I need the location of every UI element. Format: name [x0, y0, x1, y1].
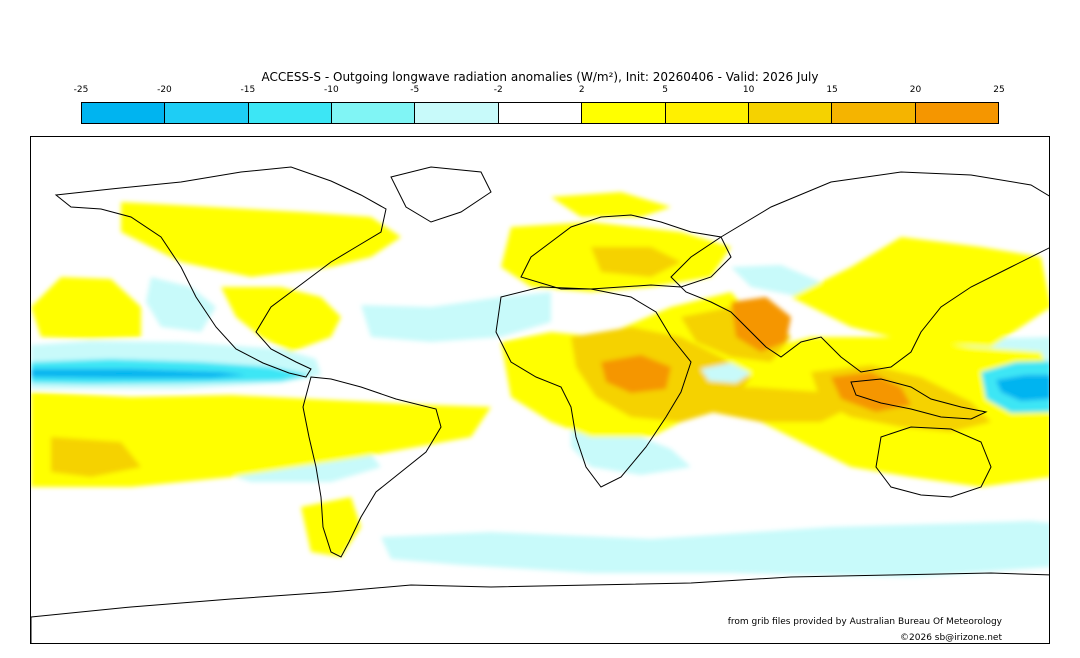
legend-tick: 10: [742, 85, 755, 95]
legend-swatch: [165, 103, 249, 123]
legend-tick: 5: [662, 85, 669, 95]
anomaly-area: [381, 521, 1049, 577]
legend-swatch: [915, 103, 998, 123]
anomaly-area: [146, 277, 216, 332]
anomaly-area: [591, 247, 681, 277]
anomaly-area: [571, 427, 691, 475]
asia-outline: [670, 171, 1049, 373]
anomaly-area: [31, 392, 491, 487]
legend-swatch: [82, 103, 166, 123]
anomaly-area: [601, 355, 671, 393]
legend-color-bar: [81, 102, 999, 124]
anomaly-area: [31, 277, 141, 339]
legend-swatch: [748, 103, 833, 123]
coastlines: [31, 166, 1049, 643]
anomaly-area: [221, 287, 341, 352]
anomaly-area: [361, 292, 551, 342]
legend-tick: -5: [410, 85, 420, 95]
legend-swatch: [248, 103, 333, 123]
map-canvas: [31, 166, 1049, 643]
legend-tick: 25: [993, 85, 1005, 95]
anomaly-area: [791, 237, 1049, 347]
legend-swatch: [665, 103, 749, 123]
anomaly-area: [731, 265, 821, 297]
anomaly-area: [121, 202, 401, 277]
greenland-outline: [390, 166, 492, 223]
antarctica-outline: [31, 572, 1049, 643]
legend-tick: -15: [240, 85, 256, 95]
anomaly-area: [731, 297, 791, 352]
maritime-continent-outline: [850, 378, 988, 420]
south-america-outline: [302, 376, 442, 558]
legend-ticks: -25 -20 -15 -10 -5 -2 2 5 10 15 20 25: [74, 85, 1005, 99]
anomaly-map: [30, 136, 1050, 644]
legend-swatch: [582, 103, 666, 123]
copyright-credit: ©2026 sb@irizone.net: [900, 633, 1002, 643]
anomaly-area: [31, 369, 246, 378]
australia-outline: [875, 426, 992, 498]
anomaly-area: [996, 375, 1049, 401]
legend-tick: -10: [323, 85, 339, 95]
legend-swatch: [832, 103, 916, 123]
legend-tick: -2: [493, 85, 503, 95]
north-america-outline: [54, 166, 387, 378]
map-title: ACCESS-S - Outgoing longwave radiation a…: [261, 70, 819, 84]
color-legend: -25 -20 -15 -10 -5 -2 2 5 10 15 20 25: [74, 85, 1005, 127]
legend-swatch: [332, 103, 416, 123]
legend-swatch: [498, 103, 583, 123]
africa-outline: [495, 286, 692, 488]
anomaly-area: [301, 497, 361, 557]
legend-tick: 2: [578, 85, 585, 95]
anomaly-area: [691, 387, 851, 422]
legend-swatch: [415, 103, 499, 123]
legend-tick: -20: [157, 85, 172, 95]
anomaly-area: [51, 437, 141, 477]
anomaly-area: [551, 192, 671, 217]
legend-tick: 15: [826, 85, 838, 95]
anomaly-shading: [31, 192, 1049, 577]
legend-tick: 20: [909, 85, 922, 95]
data-source-credit: from grib files provided by Australian B…: [727, 617, 1002, 627]
legend-tick: -25: [73, 85, 89, 95]
anomaly-area: [701, 363, 751, 383]
